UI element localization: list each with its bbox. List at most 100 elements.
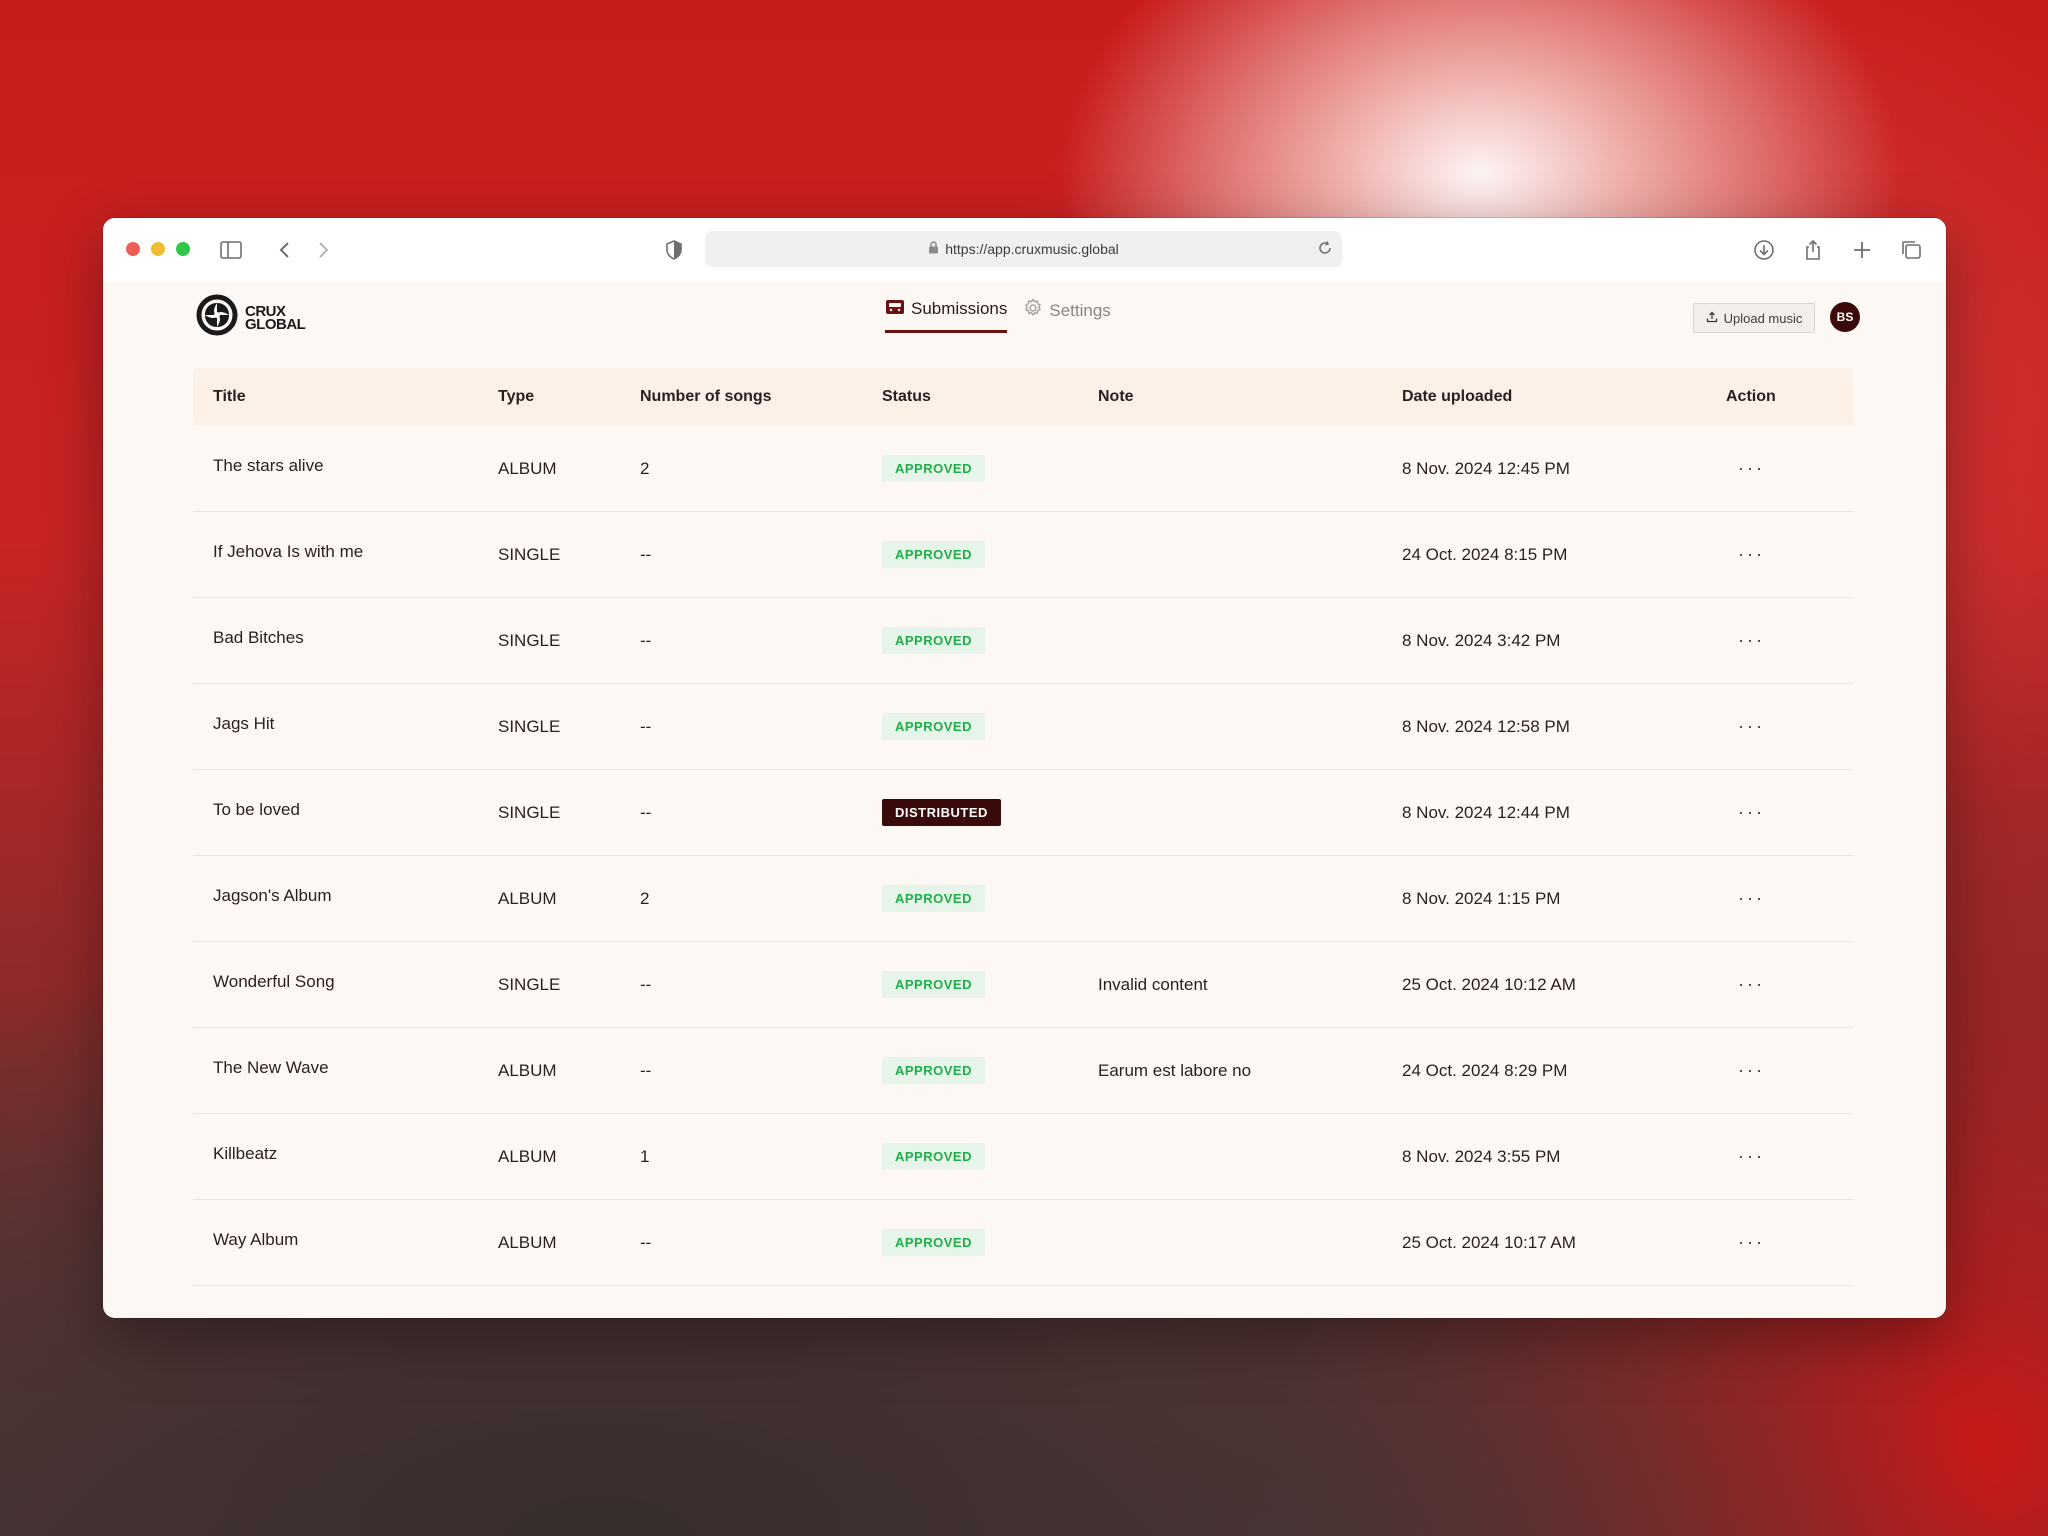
cell-type: SINGLE (498, 717, 640, 737)
status-badge: APPROVED (882, 1143, 985, 1170)
forward-icon[interactable] (311, 238, 335, 262)
table-row[interactable]: To be loved SINGLE -- DISTRIBUTED 8 Nov. 202… (193, 770, 1853, 856)
close-window-button[interactable] (126, 242, 140, 256)
cell-number-of-songs-text: -- (640, 974, 652, 994)
back-icon[interactable] (273, 238, 297, 262)
cell-title-text: Jags Hit (213, 713, 275, 733)
cell-title-text: If Jehova Is with me (213, 541, 364, 561)
cell-number-of-songs-text: -- (640, 802, 652, 822)
table-row[interactable]: Bad Bitches SINGLE -- APPROVED 8 Nov. 2024 3… (193, 598, 1853, 684)
status-badge: APPROVED (882, 627, 985, 654)
cell-status: APPROVED (882, 455, 1098, 482)
cell-title: Wonderful Song (193, 972, 498, 992)
cell-date-uploaded: 8 Nov. 2024 12:58 PM (1402, 717, 1726, 737)
cell-date-uploaded: 8 Nov. 2024 12:45 PM (1402, 459, 1726, 479)
table-row[interactable]: Jagson's Album ALBUM 2 APPROVED 8 Nov. 2024 … (193, 856, 1853, 942)
more-options-button[interactable]: ··· (1738, 1232, 1765, 1252)
status-badge: APPROVED (882, 455, 985, 482)
cell-title-text: Way Album (213, 1229, 299, 1249)
cell-number-of-songs: -- (640, 975, 882, 995)
table-row[interactable]: The stars alive ALBUM 2 APPROVED 8 Nov. 2024… (193, 426, 1853, 512)
cell-type-text: SINGLE (498, 802, 561, 822)
table-body: The stars alive ALBUM 2 APPROVED 8 Nov. 2024… (193, 426, 1853, 1286)
more-options-button[interactable]: ··· (1738, 1060, 1765, 1080)
logo-line-2: GLOBAL (245, 315, 306, 333)
cell-title: Jagson's Album (193, 886, 498, 906)
tab-submissions-label: Submissions (911, 299, 1008, 318)
header-number-of-songs[interactable]: Number of songs (640, 388, 772, 405)
tab-overview-icon[interactable] (1899, 238, 1923, 262)
crux-logo[interactable]: CRUX GLOBAL (191, 289, 306, 346)
avatar[interactable]: BS (1830, 302, 1860, 332)
status-badge: APPROVED (882, 1057, 985, 1084)
reload-icon[interactable] (1316, 239, 1334, 260)
upload-music-label: Upload music (1723, 310, 1803, 326)
table-row[interactable]: Wonderful Song SINGLE -- APPROVED Invalid co… (193, 942, 1853, 1028)
table-row[interactable]: Killbeatz ALBUM 1 APPROVED 8 Nov. 2024 3:55 … (193, 1114, 1853, 1200)
cell-title: The New Wave (193, 1058, 498, 1078)
header-date-uploaded[interactable]: Date uploaded (1402, 388, 1513, 405)
tab-submissions[interactable]: Submissions (885, 298, 1008, 333)
more-options-button[interactable]: ··· (1738, 974, 1765, 994)
more-options-button[interactable]: ··· (1738, 888, 1765, 908)
cell-title-text: To be loved (213, 799, 300, 819)
status-badge: DISTRIBUTED (882, 799, 1001, 826)
cell-action: ··· (1726, 1060, 1853, 1081)
cell-status: APPROVED (882, 541, 1098, 568)
cell-type: ALBUM (498, 459, 640, 479)
cell-date-uploaded: 8 Nov. 2024 3:55 PM (1402, 1147, 1726, 1167)
tab-settings[interactable]: Settings (1023, 298, 1111, 333)
table-row[interactable]: Way Album ALBUM -- APPROVED 25 Oct. 2024 10:… (193, 1200, 1853, 1286)
status-badge: APPROVED (882, 971, 985, 998)
cell-status: APPROVED (882, 1229, 1098, 1256)
minimize-window-button[interactable] (151, 242, 165, 256)
table-row[interactable]: The New Wave ALBUM -- APPROVED Earum est lab… (193, 1028, 1853, 1114)
cell-title-text: The stars alive (213, 455, 324, 475)
share-icon[interactable] (1801, 238, 1825, 262)
header-status[interactable]: Status (882, 388, 931, 405)
submissions-table: Title Type Number of songs Status Note D… (193, 368, 1853, 1286)
cell-title-text: Wonderful Song (213, 971, 335, 991)
upload-music-button[interactable]: Upload music (1693, 303, 1815, 333)
cell-date-uploaded-text: 24 Oct. 2024 8:29 PM (1402, 1060, 1568, 1080)
tab-settings-label: Settings (1049, 300, 1111, 320)
cell-type-text: SINGLE (498, 544, 561, 564)
cell-number-of-songs: 2 (640, 459, 882, 479)
cell-number-of-songs: -- (640, 545, 882, 565)
table-row[interactable]: Jags Hit SINGLE -- APPROVED 8 Nov. 2024 12:5… (193, 684, 1853, 770)
header-title[interactable]: Title (213, 388, 246, 405)
table-row[interactable]: If Jehova Is with me SINGLE -- APPROVED 24 O… (193, 512, 1853, 598)
gear-icon (1023, 298, 1043, 323)
cell-date-uploaded: 24 Oct. 2024 8:15 PM (1402, 545, 1726, 565)
cell-date-uploaded-text: 8 Nov. 2024 12:44 PM (1402, 802, 1570, 822)
cell-number-of-songs: -- (640, 1061, 882, 1081)
more-options-button[interactable]: ··· (1738, 544, 1765, 564)
header-action: Action (1726, 388, 1776, 405)
new-tab-icon[interactable] (1850, 238, 1874, 262)
address-bar[interactable]: https://app.cruxmusic.global (705, 231, 1342, 267)
header-type[interactable]: Type (498, 388, 535, 405)
more-options-button[interactable]: ··· (1738, 802, 1765, 822)
cell-number-of-songs-text: 1 (640, 1146, 650, 1166)
cell-note-text: Invalid content (1098, 974, 1208, 994)
cell-type: ALBUM (498, 1061, 640, 1081)
more-options-button[interactable]: ··· (1738, 630, 1765, 650)
tray-icon (885, 299, 905, 320)
cell-status: APPROVED (882, 1143, 1098, 1170)
downloads-icon[interactable] (1752, 238, 1776, 262)
logo-wordmark: CRUX GLOBAL (245, 304, 306, 333)
cell-type-text: ALBUM (498, 888, 557, 908)
cell-title-text: Jagson's Album (213, 885, 332, 905)
privacy-shield-icon[interactable] (662, 238, 686, 262)
maximize-window-button[interactable] (176, 242, 190, 256)
window-controls (126, 242, 190, 256)
more-options-button[interactable]: ··· (1738, 716, 1765, 736)
sidebar-toggle-icon[interactable] (219, 238, 243, 262)
url-text: https://app.cruxmusic.global (945, 241, 1119, 257)
cell-date-uploaded-text: 25 Oct. 2024 10:12 AM (1402, 974, 1576, 994)
more-options-button[interactable]: ··· (1738, 1146, 1765, 1166)
status-badge: APPROVED (882, 885, 985, 912)
header-note[interactable]: Note (1098, 388, 1134, 405)
more-options-button[interactable]: ··· (1738, 458, 1765, 478)
cell-title: If Jehova Is with me (193, 542, 498, 562)
